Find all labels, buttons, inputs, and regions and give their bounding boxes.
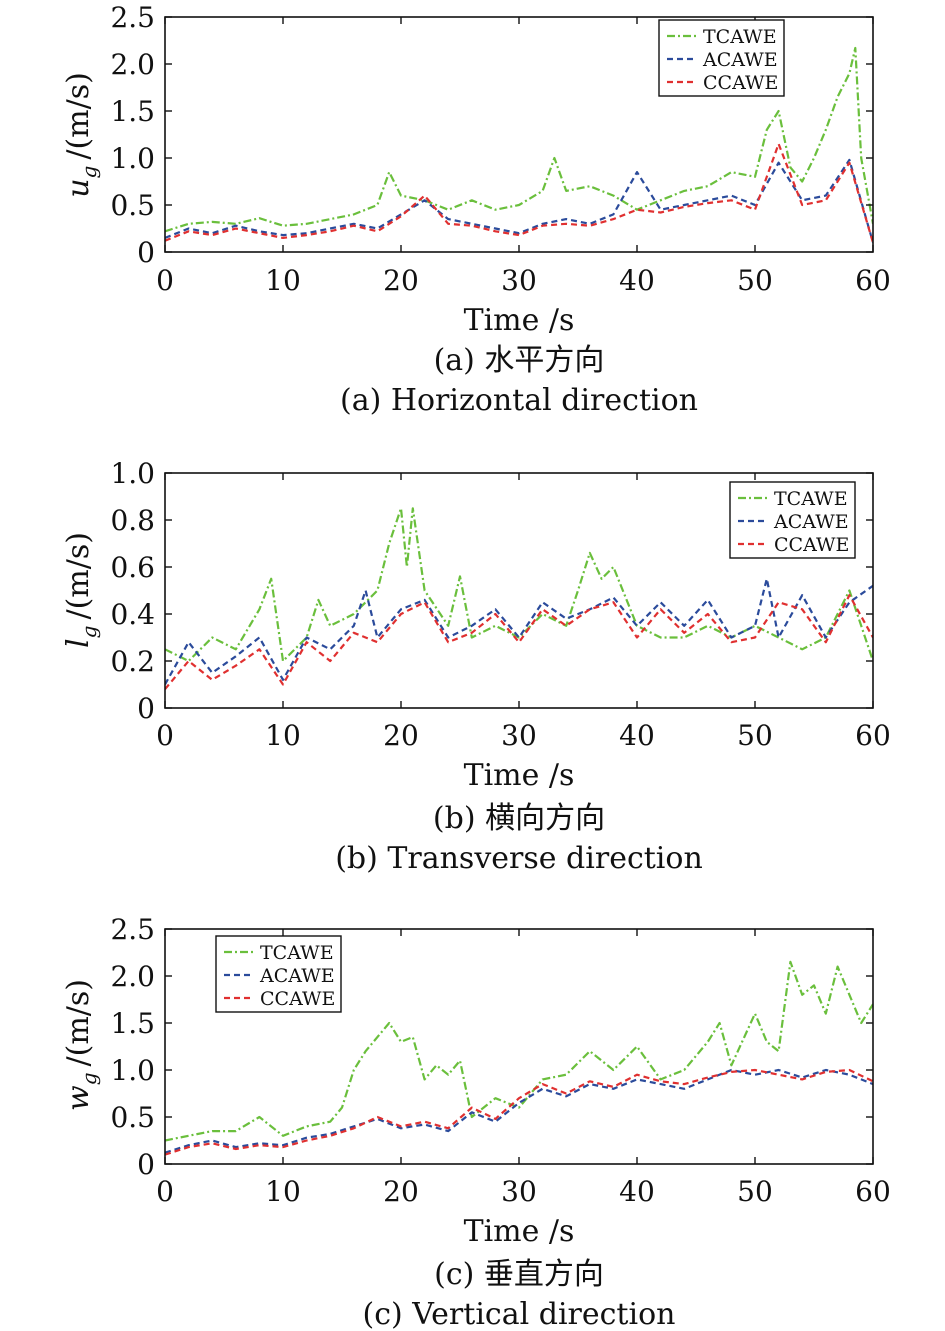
legend-label-acawe: ACAWE bbox=[702, 49, 778, 71]
series-line-tcawe bbox=[165, 507, 873, 663]
x-tick-label: 20 bbox=[383, 1175, 419, 1208]
x-tick-label: 0 bbox=[156, 719, 174, 752]
series-line-acawe bbox=[165, 158, 873, 243]
y-axis-label-unit: /(m/s) bbox=[61, 979, 96, 1066]
x-tick-label: 60 bbox=[855, 719, 891, 752]
caption-chinese: (c) 垂直方向 bbox=[434, 1257, 604, 1292]
y-axis-label: ug /(m/s) bbox=[61, 72, 101, 198]
series-line-ccawe bbox=[165, 142, 873, 243]
x-tick-label: 40 bbox=[619, 1175, 655, 1208]
x-tick-label: 20 bbox=[383, 719, 419, 752]
caption-chinese: (b) 横向方向 bbox=[433, 801, 605, 836]
legend-label-ccawe: CCAWE bbox=[260, 988, 335, 1010]
y-axis-label-symbol: u bbox=[61, 178, 96, 197]
y-tick-label: 0.2 bbox=[110, 645, 155, 678]
y-tick-label: 1.5 bbox=[110, 95, 155, 128]
x-tick-label: 40 bbox=[619, 719, 655, 752]
x-tick-label: 50 bbox=[737, 1175, 773, 1208]
y-tick-label: 2.5 bbox=[110, 1, 155, 34]
legend-label-acawe: ACAWE bbox=[259, 965, 335, 987]
y-tick-label: 0 bbox=[137, 236, 155, 269]
x-tick-label: 50 bbox=[737, 719, 773, 752]
caption-english: (b) Transverse direction bbox=[335, 841, 703, 876]
series-group bbox=[165, 46, 873, 243]
series-line-ccawe bbox=[165, 594, 873, 690]
legend-label-tcawe: TCAWE bbox=[774, 488, 848, 510]
caption-english: (c) Vertical direction bbox=[363, 1297, 676, 1331]
series-group bbox=[165, 507, 873, 690]
series-line-tcawe bbox=[165, 46, 873, 233]
x-tick-label: 20 bbox=[383, 264, 419, 297]
y-tick-label: 2.5 bbox=[110, 913, 155, 946]
series-line-ccawe bbox=[165, 1068, 873, 1156]
x-tick-label: 10 bbox=[265, 264, 301, 297]
y-tick-label: 0 bbox=[137, 692, 155, 725]
x-axis-label: Time /s bbox=[464, 303, 575, 338]
x-tick-label: 0 bbox=[156, 264, 174, 297]
y-axis-label-unit: /(m/s) bbox=[61, 532, 96, 619]
y-tick-label: 0.5 bbox=[110, 1101, 155, 1134]
series-line-acawe bbox=[165, 577, 873, 686]
y-tick-label: 0 bbox=[137, 1148, 155, 1181]
legend-label-tcawe: TCAWE bbox=[260, 942, 334, 964]
legend-label-acawe: ACAWE bbox=[773, 511, 849, 533]
y-tick-label: 0.8 bbox=[110, 504, 155, 537]
chart-panel-b: 0 10 20 30 40 50 60 0 0.2 0.4 0.6 0.8 1.0 lg /(m/s) Tim… bbox=[61, 457, 891, 876]
x-tick-label: 30 bbox=[501, 264, 537, 297]
caption-chinese: (a) 水平方向 bbox=[434, 343, 605, 378]
chart-panel-c: 0 10 20 30 40 50 60 0 0.5 1.0 1.5 2.0 2.5 wg /(m/s) Tim… bbox=[61, 913, 891, 1331]
y-axis-label-subscript: g bbox=[77, 166, 101, 179]
x-tick-label: 60 bbox=[855, 1175, 891, 1208]
x-tick-label: 60 bbox=[855, 264, 891, 297]
y-axis-label: wg /(m/s) bbox=[61, 979, 101, 1111]
y-axis-label-symbol: l bbox=[61, 638, 96, 648]
series-line-tcawe bbox=[165, 960, 873, 1142]
x-axis-label: Time /s bbox=[464, 1214, 575, 1249]
x-axis-label: Time /s bbox=[464, 758, 575, 793]
x-tick-label: 30 bbox=[501, 719, 537, 752]
y-tick-label: 0.4 bbox=[110, 598, 155, 631]
x-tick-label: 50 bbox=[737, 264, 773, 297]
x-tick-label: 30 bbox=[501, 1175, 537, 1208]
y-tick-label: 1.0 bbox=[110, 142, 155, 175]
legend-label-ccawe: CCAWE bbox=[703, 72, 778, 94]
y-tick-label: 2.0 bbox=[110, 48, 155, 81]
series-group bbox=[165, 960, 873, 1156]
y-tick-label: 1.0 bbox=[110, 1054, 155, 1087]
y-axis-label-symbol: w bbox=[61, 1085, 96, 1111]
x-tick-label: 0 bbox=[156, 1175, 174, 1208]
y-axis-label-subscript: g bbox=[77, 626, 101, 639]
y-tick-label: 0.6 bbox=[110, 551, 155, 584]
series-line-acawe bbox=[165, 1068, 873, 1154]
caption-english: (a) Horizontal direction bbox=[340, 383, 698, 418]
y-tick-label: 2.0 bbox=[110, 960, 155, 993]
x-tick-label: 10 bbox=[265, 1175, 301, 1208]
y-axis-label-unit: /(m/s) bbox=[61, 72, 96, 159]
chart-panel-a: 0 10 20 30 40 50 60 0 0.5 1.0 1.5 2.0 2.5 ug /(m/s) Tim… bbox=[61, 1, 891, 418]
legend-label-ccawe: CCAWE bbox=[774, 534, 849, 556]
y-axis-label-subscript: g bbox=[77, 1072, 101, 1085]
x-tick-label: 10 bbox=[265, 719, 301, 752]
y-tick-label: 0.5 bbox=[110, 189, 155, 222]
y-tick-label: 1.0 bbox=[110, 457, 155, 490]
y-axis-label: lg /(m/s) bbox=[61, 532, 101, 648]
x-tick-label: 40 bbox=[619, 264, 655, 297]
legend-label-tcawe: TCAWE bbox=[703, 26, 777, 48]
y-tick-label: 1.5 bbox=[110, 1007, 155, 1040]
